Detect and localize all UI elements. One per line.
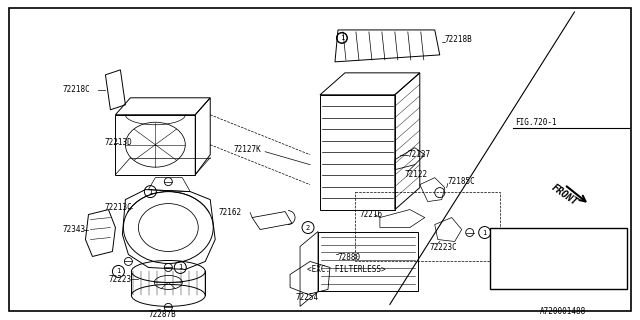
Text: 1: 1 [178, 264, 182, 270]
Text: 73485: 73485 [516, 233, 541, 242]
Text: 72122: 72122 [405, 170, 428, 179]
Text: 72162: 72162 [218, 208, 241, 217]
Text: 72127: 72127 [408, 150, 431, 159]
Text: 72218B: 72218B [445, 36, 472, 44]
Bar [490, 228, 627, 289]
Text: 72254: 72254 [295, 293, 318, 302]
Text: 72880: 72880 [338, 253, 361, 262]
Text: 72216: 72216 [360, 210, 383, 219]
Text: 1: 1 [148, 188, 152, 195]
Text: 72287B: 72287B [148, 310, 176, 319]
Text: 72223: 72223 [108, 275, 132, 284]
Text: 1: 1 [116, 268, 120, 275]
Text: 72185C: 72185C [448, 177, 476, 186]
Text: 1: 1 [499, 235, 503, 241]
Text: 2: 2 [499, 255, 503, 261]
Text: 72343: 72343 [63, 225, 86, 234]
Text: 73533A<AUTO>: 73533A<AUTO> [516, 275, 575, 284]
Text: A720001488: A720001488 [540, 307, 586, 316]
Text: 73532A<MANUAL>: 73532A<MANUAL> [516, 254, 586, 263]
Text: 72223C: 72223C [430, 243, 458, 252]
Text: FRONT: FRONT [550, 182, 579, 207]
Text: 1: 1 [340, 35, 344, 41]
Text: FIG.720-1: FIG.720-1 [516, 118, 557, 127]
Text: <EXC. FILTERLESS>: <EXC. FILTERLESS> [307, 265, 386, 274]
Text: 72127K: 72127K [233, 145, 261, 154]
Text: 72213D: 72213D [104, 138, 132, 147]
Text: 1: 1 [483, 229, 487, 236]
Text: 2: 2 [306, 225, 310, 230]
Text: 72218C: 72218C [63, 85, 90, 94]
Text: 72213C: 72213C [104, 203, 132, 212]
